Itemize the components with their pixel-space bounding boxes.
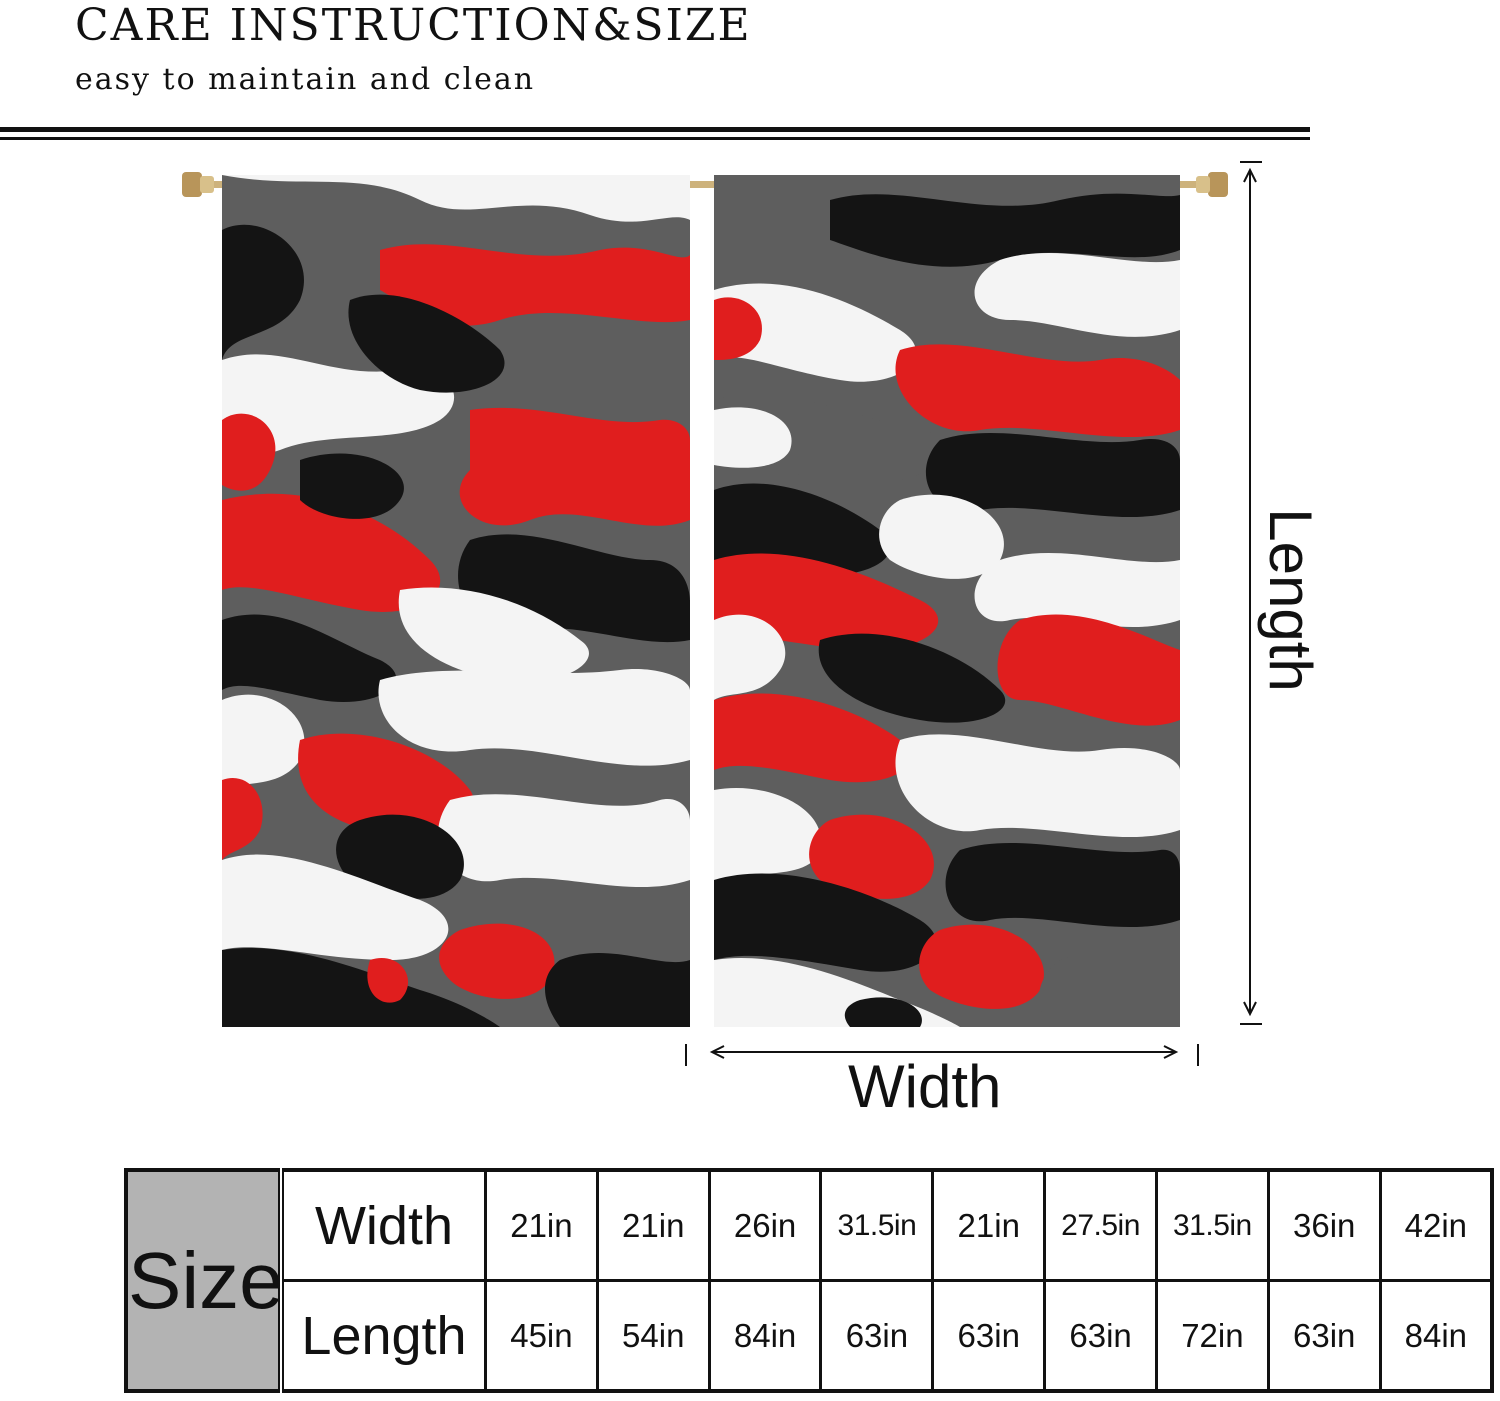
length-cell: 72in xyxy=(1154,1279,1270,1393)
length-dimension-line xyxy=(1240,161,1262,1025)
curtain-panel-right xyxy=(714,175,1180,1027)
table-row-width: Size Width 21in 21in 26in 31.5in 21in 27… xyxy=(124,1168,1494,1393)
width-cell: 36in xyxy=(1266,1168,1382,1282)
width-cell: 31.5in xyxy=(819,1168,935,1282)
width-cell: 21in xyxy=(484,1168,599,1282)
size-header-cell: Size xyxy=(124,1168,284,1393)
length-cell: 63in xyxy=(1043,1279,1158,1393)
curtain-illustration xyxy=(182,161,1262,1066)
length-cell: 63in xyxy=(819,1279,935,1393)
width-label: Width xyxy=(848,1053,1002,1120)
curtain-panel-left xyxy=(222,175,690,1027)
length-cell: 63in xyxy=(1266,1279,1382,1393)
length-label: Length xyxy=(1257,508,1324,692)
width-cell: 26in xyxy=(707,1168,823,1282)
size-table: Size Width 21in 21in 26in 31.5in 21in 27… xyxy=(124,1168,1494,1393)
width-cell: 21in xyxy=(931,1168,1047,1282)
table-row-length: Length 45in 54in 84in 63in 63in 63in 72i… xyxy=(126,1279,1494,1393)
divider-thin xyxy=(0,137,1310,140)
width-row-header: Width xyxy=(279,1168,487,1282)
width-cell: 31.5in xyxy=(1154,1168,1270,1282)
divider-thick xyxy=(0,127,1310,132)
length-cell: 63in xyxy=(931,1279,1047,1393)
length-cell: 45in xyxy=(484,1279,599,1393)
width-dimension-line xyxy=(685,1044,1199,1066)
length-row-header: Length xyxy=(279,1279,487,1393)
length-cell: 84in xyxy=(1378,1279,1494,1393)
page-subtitle: easy to maintain and clean xyxy=(75,62,536,97)
width-cell: 27.5in xyxy=(1043,1168,1158,1282)
width-cell: 21in xyxy=(595,1168,711,1282)
length-cell: 54in xyxy=(595,1279,711,1393)
page-title: CARE INSTRUCTION&SIZE xyxy=(75,0,752,51)
width-cell: 42in xyxy=(1378,1168,1494,1282)
length-cell: 84in xyxy=(707,1279,823,1393)
